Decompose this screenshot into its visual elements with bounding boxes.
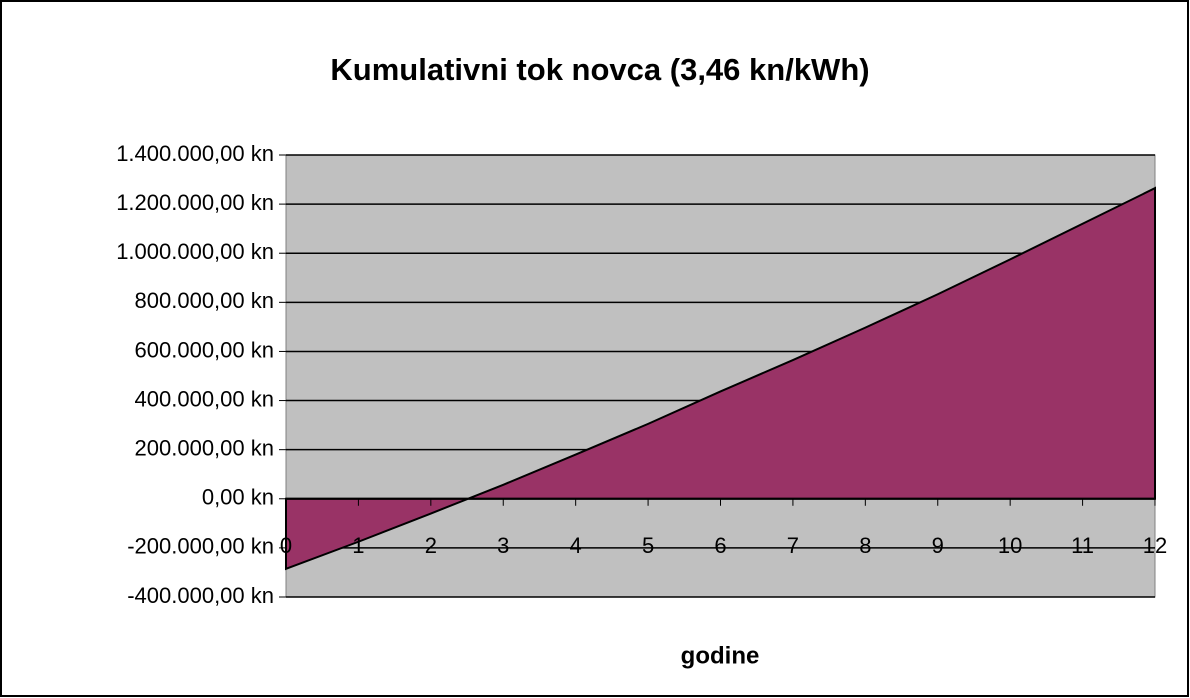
x-tick-label: 2 — [425, 533, 437, 558]
y-tick-label: 800.000,00 kn — [135, 288, 274, 313]
x-tick-label: 6 — [714, 533, 726, 558]
y-tick-label: -200.000,00 kn — [127, 534, 274, 559]
x-tick-label: 9 — [932, 533, 944, 558]
x-tick-label: 8 — [859, 533, 871, 558]
y-tick-label: -400.000,00 kn — [127, 583, 274, 608]
y-tick-label: 0,00 kn — [202, 485, 274, 510]
x-tick-label: 10 — [998, 533, 1022, 558]
y-tick-label: 1.400.000,00 kn — [116, 141, 274, 166]
y-tick-label: 600.000,00 kn — [135, 337, 274, 362]
x-tick-label: 12 — [1143, 533, 1167, 558]
x-tick-label: 7 — [787, 533, 799, 558]
x-tick-label: 5 — [642, 533, 654, 558]
x-tick-label: 3 — [497, 533, 509, 558]
y-tick-label: 1.200.000,00 kn — [116, 190, 274, 215]
y-tick-label: 400.000,00 kn — [135, 386, 274, 411]
x-tick-label: 11 — [1071, 533, 1094, 558]
y-tick-label: 1.000.000,00 kn — [116, 239, 274, 264]
y-tick-label: 200.000,00 kn — [135, 435, 274, 460]
area — [285, 186, 1156, 571]
x-tick-label: 0 — [280, 533, 292, 558]
x-tick-label: 4 — [570, 533, 582, 558]
x-tick-label: 1 — [352, 533, 364, 558]
x-axis-label: godine — [681, 642, 760, 669]
chart-title: Kumulativni tok novca (3,46 kn/kWh) — [330, 52, 869, 87]
